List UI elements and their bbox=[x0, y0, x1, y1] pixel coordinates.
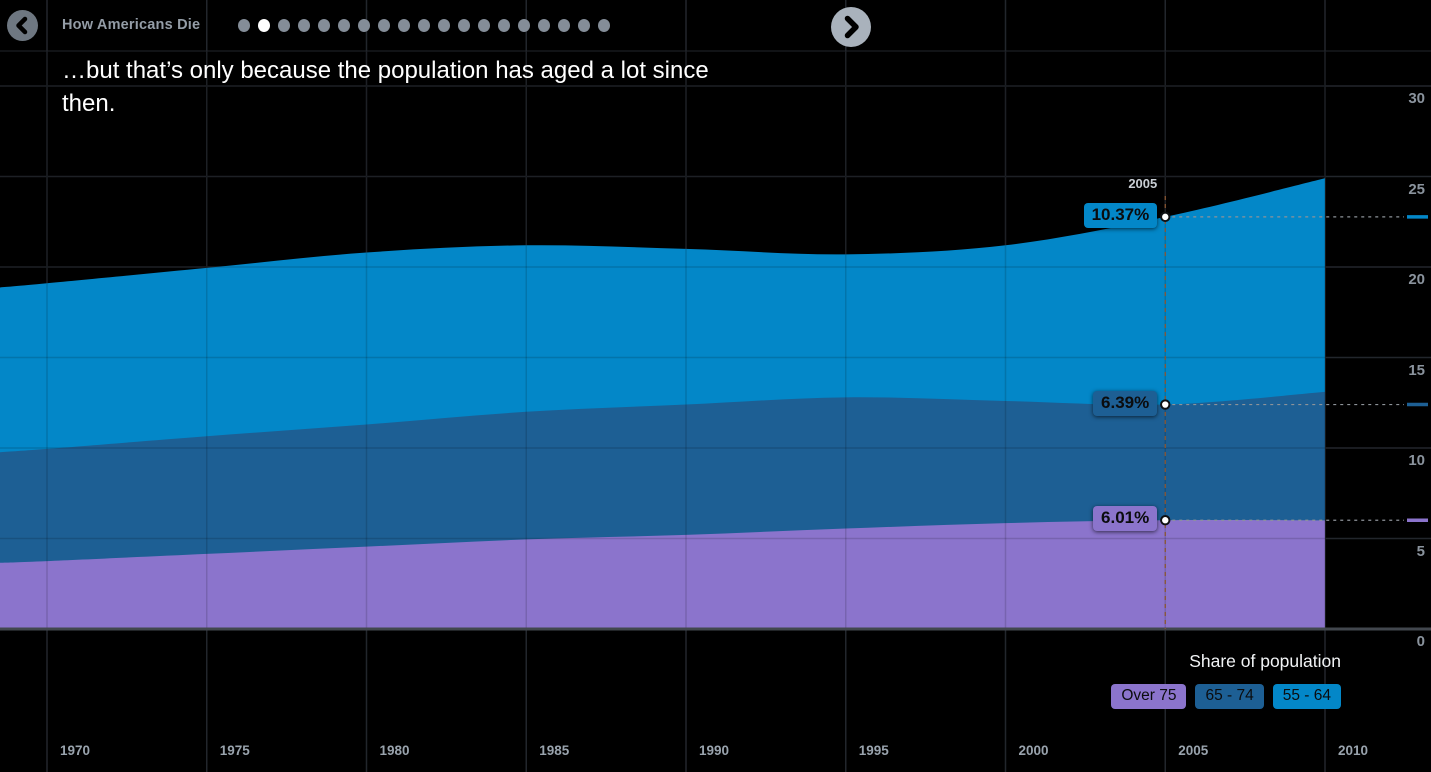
progress-dot[interactable] bbox=[518, 19, 530, 32]
progress-dot[interactable] bbox=[598, 19, 610, 32]
progress-dot[interactable] bbox=[318, 19, 330, 32]
progress-dot[interactable] bbox=[378, 19, 390, 32]
y-tick-label: 20 bbox=[1408, 271, 1425, 288]
progress-dot[interactable] bbox=[398, 19, 410, 32]
legend-chip-over75[interactable]: Over 75 bbox=[1111, 684, 1187, 709]
progress-dot[interactable] bbox=[498, 19, 510, 32]
x-tick-label: 1990 bbox=[699, 743, 730, 758]
y-tick-label: 15 bbox=[1408, 361, 1425, 379]
progress-dot[interactable] bbox=[438, 19, 450, 32]
header: How Americans Die bbox=[0, 0, 1431, 52]
x-tick-label: 2010 bbox=[1338, 743, 1369, 758]
slide-subtitle: …but that’s only because the population … bbox=[62, 57, 709, 117]
progress-dot[interactable] bbox=[238, 19, 250, 32]
progress-dot[interactable] bbox=[578, 19, 590, 32]
y-tick-label: 10 bbox=[1408, 452, 1425, 469]
legend-chip-65-74[interactable]: 65 - 74 bbox=[1195, 684, 1264, 709]
progress-dots bbox=[238, 19, 610, 32]
y-tick-label: 30 bbox=[1408, 90, 1425, 107]
legend-title: Share of population bbox=[1189, 651, 1341, 671]
y-tick-label: 0 bbox=[1416, 633, 1425, 650]
y-tick-label: 5 bbox=[1416, 542, 1425, 560]
progress-dot[interactable] bbox=[278, 19, 290, 32]
x-tick-label: 2000 bbox=[1018, 743, 1049, 758]
deck-title: How Americans Die bbox=[62, 17, 201, 33]
progress-dot[interactable] bbox=[418, 19, 430, 32]
legend-items: Over 75 65 - 74 55 - 64 bbox=[1111, 684, 1341, 709]
progress-dot-active[interactable] bbox=[258, 19, 270, 32]
chevron-right-icon bbox=[844, 15, 859, 39]
x-tick-label: 2005 bbox=[1178, 743, 1209, 758]
x-tick-label: 1995 bbox=[858, 743, 889, 758]
progress-dot[interactable] bbox=[338, 19, 350, 32]
x-tick-label: 1975 bbox=[219, 743, 250, 758]
progress-dot[interactable] bbox=[298, 19, 310, 32]
x-tick-label: 1970 bbox=[60, 743, 91, 758]
legend-chip-55-64[interactable]: 55 - 64 bbox=[1272, 684, 1341, 709]
back-button[interactable] bbox=[7, 10, 38, 41]
progress-dot[interactable] bbox=[558, 19, 570, 32]
legend: Share of population Over 75 65 - 74 55 - 6… bbox=[1111, 651, 1341, 709]
x-tick-label: 1985 bbox=[539, 743, 570, 758]
y-tick-label: 25 bbox=[1408, 180, 1425, 198]
next-button[interactable] bbox=[831, 7, 871, 47]
progress-dot[interactable] bbox=[458, 19, 470, 32]
x-tick-label: 1980 bbox=[379, 743, 410, 758]
progress-dot[interactable] bbox=[538, 19, 550, 32]
progress-dot[interactable] bbox=[478, 19, 490, 32]
progress-dot[interactable] bbox=[358, 19, 370, 32]
chevron-left-icon bbox=[16, 16, 28, 35]
